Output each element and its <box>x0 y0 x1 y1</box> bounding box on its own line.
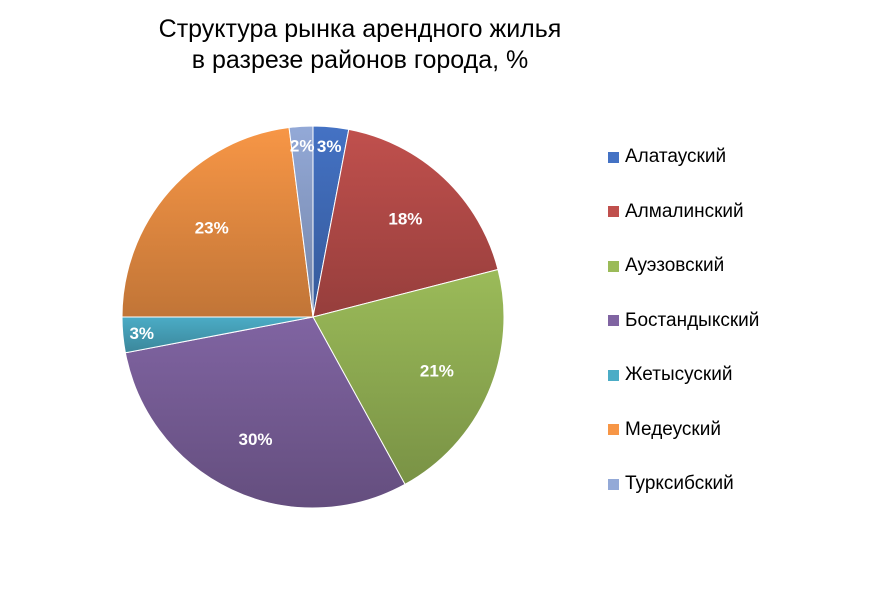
chart-title: Структура рынка арендного жилья в разрез… <box>60 14 660 76</box>
legend-swatch <box>608 315 619 327</box>
legend-item-1: Алатауский <box>608 130 868 185</box>
legend-label: Турксибский <box>625 473 734 495</box>
legend-item-4: Бостандыкский <box>608 294 868 349</box>
legend-swatch <box>608 424 619 436</box>
pie-slice-7 <box>288 125 314 318</box>
legend-label: Ауэзовский <box>625 255 725 277</box>
pie-slice-label-2: 18% <box>388 210 422 229</box>
pie-labels: 3% 18% 21% 30% 3% 23% 2% <box>129 136 453 449</box>
pie-slice-label-3: 21% <box>420 362 454 381</box>
legend-swatch <box>608 260 619 272</box>
legend-swatch <box>608 369 619 381</box>
legend-label: Бостандыкский <box>625 309 760 331</box>
legend-item-5: Жетысуский <box>608 348 868 403</box>
pie-slice-3 <box>312 268 505 486</box>
legend-swatch <box>608 478 619 490</box>
legend-label: Жетысуский <box>625 364 733 386</box>
pie-slice-label-7: 2% <box>290 136 315 155</box>
pie-slice-2 <box>312 128 499 318</box>
legend-swatch <box>608 206 619 218</box>
legend-item-2: Алмалинский <box>608 185 868 240</box>
pie-slice-4 <box>124 316 406 509</box>
legend-label: Алмалинский <box>625 200 744 222</box>
legend: Алатауский Алмалинский Ауэзовский Бостандык… <box>608 130 868 512</box>
pie-slice-label-5: 3% <box>129 324 154 343</box>
pie-slice-label-1: 3% <box>317 137 342 156</box>
legend-item-3: Ауэзовский <box>608 239 868 294</box>
pie-slices <box>121 125 505 509</box>
legend-label: Алатауский <box>625 146 727 168</box>
legend-item-6: Медеуский <box>608 403 868 458</box>
legend-swatch <box>608 151 619 163</box>
pie-slice-label-6: 23% <box>195 219 229 238</box>
pie-slice-6 <box>121 126 314 318</box>
legend-label: Медеуский <box>625 418 721 440</box>
legend-item-7: Турксибский <box>608 457 868 512</box>
pie-slice-label-4: 30% <box>239 430 273 449</box>
chart-title-line-1: Структура рынка арендного жилья <box>158 15 562 43</box>
chart-title-line-2: в разрезе районов города, % <box>191 46 529 74</box>
